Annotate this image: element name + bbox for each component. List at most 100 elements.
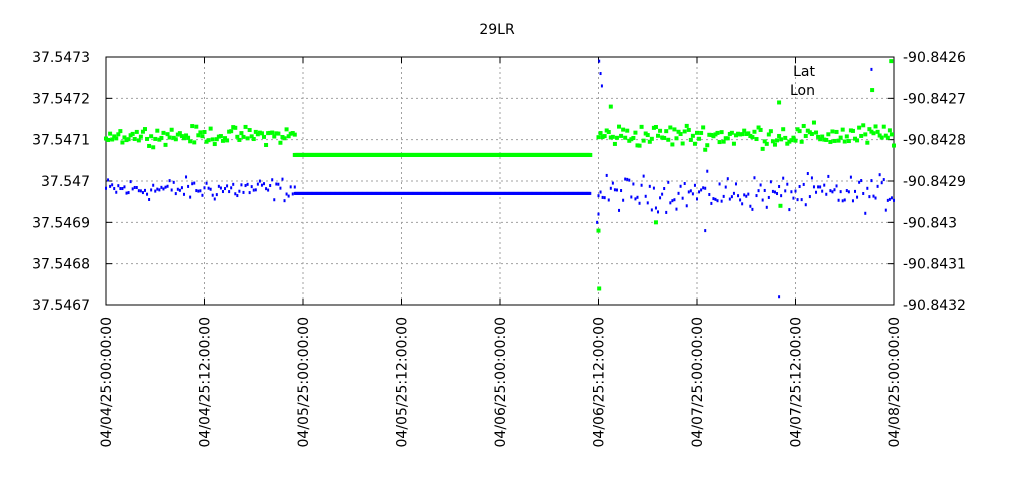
- lat-point: [255, 132, 260, 137]
- lon-point: [823, 183, 826, 187]
- lon-point: [679, 184, 682, 188]
- lon-point: [283, 199, 286, 203]
- lat-point: [167, 135, 172, 140]
- lon-point: [139, 189, 142, 193]
- lon-point: [691, 192, 694, 196]
- lon-point: [657, 210, 660, 214]
- lon-point: [751, 207, 754, 211]
- lat-point: [627, 138, 632, 143]
- lat-point: [276, 131, 281, 136]
- lon-point: [882, 178, 885, 182]
- lat-point: [867, 127, 872, 132]
- lat-point: [179, 134, 184, 139]
- lon-point: [675, 207, 678, 211]
- lon-point: [726, 177, 729, 181]
- lat-point: [709, 132, 714, 137]
- lon-point: [232, 182, 235, 186]
- lon-point: [671, 199, 674, 203]
- lat-point: [108, 131, 113, 136]
- lon-point: [632, 182, 635, 186]
- lon-point: [654, 206, 657, 210]
- lat-point: [134, 129, 139, 134]
- lon-point: [640, 183, 643, 187]
- lat-point: [877, 133, 882, 138]
- lon-point: [700, 188, 703, 192]
- lon-point: [131, 187, 134, 191]
- lon-point: [773, 190, 776, 194]
- lon-point: [630, 195, 633, 199]
- lat-point: [653, 124, 658, 129]
- lat-point: [272, 134, 277, 139]
- lat-point: [777, 133, 782, 138]
- lon-point: [168, 179, 171, 183]
- lat-point: [204, 139, 209, 144]
- lon-point: [170, 188, 173, 192]
- lat-point: [664, 129, 669, 134]
- lat-point: [892, 143, 896, 148]
- lon-point: [829, 189, 832, 193]
- lat-point-outlier: [597, 286, 602, 291]
- lat-point: [701, 125, 706, 130]
- lon-point: [890, 196, 893, 200]
- lat-point: [257, 130, 262, 135]
- lat-point: [602, 134, 607, 139]
- lon-point: [211, 193, 214, 197]
- lat-point: [619, 133, 624, 138]
- lon-point: [843, 198, 846, 202]
- lon-point: [771, 189, 774, 193]
- lat-point: [756, 125, 761, 130]
- lat-point-outlier: [608, 104, 613, 109]
- lon-point: [696, 197, 698, 201]
- y-right-tick-label: -90.8427: [903, 91, 966, 107]
- lat-point: [883, 133, 888, 138]
- lon-point: [224, 187, 227, 191]
- lon-point: [189, 195, 192, 199]
- lon-point: [191, 182, 194, 186]
- lon-point: [876, 184, 879, 188]
- lon-point: [661, 192, 664, 196]
- lon-point: [862, 191, 865, 195]
- lat-point: [711, 134, 716, 139]
- lat-point: [259, 131, 264, 136]
- lon-point: [642, 174, 645, 178]
- lat-point: [801, 123, 806, 128]
- lon-point: [228, 190, 231, 194]
- lat-point: [625, 128, 630, 133]
- lat-point: [779, 137, 784, 142]
- lat-point: [752, 129, 757, 134]
- lat-point: [822, 137, 827, 142]
- lon-point: [835, 184, 838, 188]
- lon-point: [821, 189, 824, 193]
- lat-point: [614, 135, 619, 140]
- lat-point: [290, 131, 295, 136]
- lon-point: [825, 192, 828, 196]
- lat-point: [887, 128, 892, 133]
- lat-point: [149, 134, 154, 139]
- lat-point: [869, 129, 874, 134]
- y-right-tick-label: -90.8429: [903, 174, 966, 190]
- lon-point: [792, 196, 795, 200]
- lon-point: [759, 183, 762, 187]
- lon-point: [197, 189, 200, 193]
- lat-point: [740, 132, 745, 137]
- lon-point-outlier: [599, 72, 602, 76]
- lon-point: [289, 185, 292, 189]
- lon-point: [260, 183, 263, 187]
- lon-point: [201, 193, 204, 197]
- lon-point: [866, 186, 869, 190]
- lat-point: [237, 137, 242, 142]
- lat-point: [243, 124, 248, 129]
- lon-point: [693, 183, 696, 187]
- lat-point: [196, 133, 201, 138]
- lat-point: [721, 139, 726, 144]
- lat-point: [155, 128, 160, 133]
- lon-point: [258, 179, 261, 183]
- lon-point: [119, 187, 122, 191]
- lat-point: [623, 135, 628, 140]
- lon-point: [745, 194, 748, 198]
- lon-point: [174, 192, 177, 196]
- lon-point: [704, 186, 707, 190]
- lat-point: [198, 130, 203, 135]
- lat-point: [249, 134, 254, 139]
- lon-point: [817, 185, 820, 189]
